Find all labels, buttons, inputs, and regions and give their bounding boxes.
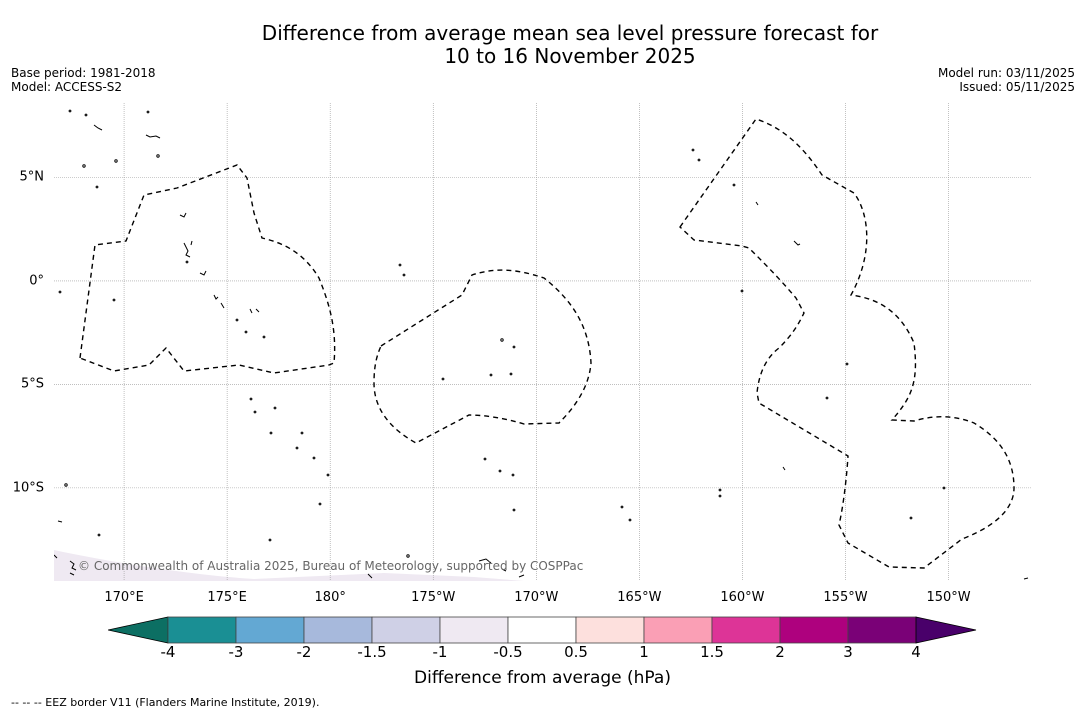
colorbar-box xyxy=(303,616,373,644)
latitude-label: 5°S xyxy=(20,376,44,392)
longitude-label: 155°W xyxy=(823,590,868,605)
graticule xyxy=(54,103,1031,581)
model-run-text: Model run: 03/11/2025 xyxy=(937,66,1075,80)
longitude-label: 150°W xyxy=(926,590,971,605)
colorbar-tick-label: -3 xyxy=(228,643,244,661)
colorbar-tick-label: -4 xyxy=(160,643,176,661)
info-right: Model run: 03/11/2025 Issued: 05/11/2025 xyxy=(938,66,1075,94)
colorbar-box xyxy=(507,616,577,644)
latitude-label: 5°N xyxy=(19,169,45,185)
colorbar-tick-label: -1 xyxy=(432,643,448,661)
colorbar-tick-label: -0.5 xyxy=(493,643,523,661)
map-title: Difference from average mean sea level p… xyxy=(0,22,1085,68)
colorbar-title: Difference from average (hPa) xyxy=(414,668,671,688)
colorbar-box xyxy=(167,616,237,644)
longitude-label: 180° xyxy=(314,590,346,605)
longitude-label: 175°E xyxy=(207,590,247,605)
colorbar-tick-label: 3 xyxy=(843,643,853,661)
latitude-label: 10°S xyxy=(12,480,44,496)
eez-border-phoenix xyxy=(373,269,592,444)
colorbar-box xyxy=(711,616,781,644)
copyright-notice: © Commonwealth of Australia 2025, Bureau… xyxy=(78,559,584,573)
base-period-text: Base period: 1981-2018 xyxy=(11,66,156,80)
colorbar-tick-label: 0.5 xyxy=(564,643,588,661)
latitude-label: 0° xyxy=(29,273,44,289)
eez-border-line-islands xyxy=(679,118,1015,569)
map-area[interactable] xyxy=(54,103,1031,581)
eez-legend: -- -- -- EEZ border V11 (Flanders Marine… xyxy=(11,696,320,709)
colorbar-tick-label: 1 xyxy=(639,643,649,661)
info-left: Base period: 1981-2018 Model: ACCESS-S2 xyxy=(11,66,156,94)
colorbar-box xyxy=(575,616,645,644)
eez-borders xyxy=(79,118,1015,569)
colorbar-tick-label: -1.5 xyxy=(357,643,387,661)
colorbar-over-triangle xyxy=(915,616,977,644)
longitude-label: 175°W xyxy=(411,590,456,605)
colorbar-box xyxy=(847,616,917,644)
model-text: Model: ACCESS-S2 xyxy=(11,80,123,94)
colorbar-under-triangle xyxy=(108,616,169,644)
colorbar-tick-label: 2 xyxy=(775,643,785,661)
islands xyxy=(54,109,1029,580)
eez-border-kiribati-gilberts xyxy=(79,164,336,374)
map-svg xyxy=(54,103,1031,581)
anomaly-shading xyxy=(54,550,524,581)
colorbar xyxy=(108,616,977,644)
longitude-label: 170°W xyxy=(514,590,559,605)
longitude-label: 165°W xyxy=(617,590,662,605)
colorbar-box xyxy=(643,616,713,644)
title-line-2: 10 to 16 November 2025 xyxy=(444,44,696,68)
colorbar-tick-label: 1.5 xyxy=(700,643,724,661)
issued-text: Issued: 05/11/2025 xyxy=(959,80,1075,94)
colorbar-box xyxy=(439,616,509,644)
colorbar-tick-label: -2 xyxy=(296,643,312,661)
longitude-label: 160°W xyxy=(720,590,765,605)
colorbar-box xyxy=(371,616,441,644)
title-line-1: Difference from average mean sea level p… xyxy=(261,21,879,45)
colorbar-tick-label: 4 xyxy=(911,643,921,661)
longitude-label: 170°E xyxy=(104,590,144,605)
colorbar-box xyxy=(779,616,849,644)
colorbar-box xyxy=(235,616,305,644)
